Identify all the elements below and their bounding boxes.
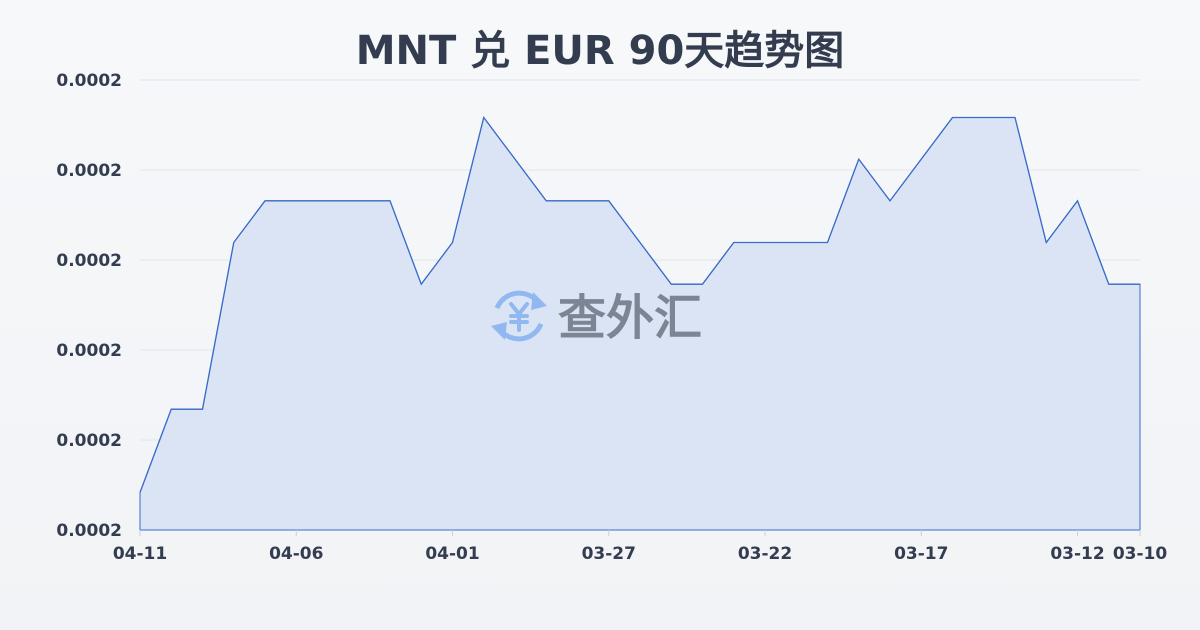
watermark-text: 查外汇 <box>558 290 702 346</box>
y-tick-label: 0.0002 <box>56 521 122 541</box>
series-line <box>139 116 1140 493</box>
chart-title: MNT 兑 EUR 90天趋势图 <box>355 28 845 74</box>
x-tick-label: 03-27 <box>582 544 636 564</box>
y-tick-label: 0.0002 <box>56 341 122 361</box>
x-tick-label: 04-11 <box>113 544 167 564</box>
y-tick-label: 0.0002 <box>56 431 122 451</box>
x-tick-label: 03-12 <box>1050 544 1104 564</box>
x-tick-label: 03-17 <box>894 544 948 564</box>
x-tick-label: 03-10 <box>1113 544 1168 564</box>
yen-exchange-icon <box>491 290 547 342</box>
x-tick-label: 04-01 <box>425 544 479 564</box>
y-tick-label: 0.0002 <box>56 251 122 271</box>
watermark: 查外汇 <box>491 290 702 346</box>
x-tick-label: 03-22 <box>738 544 792 564</box>
y-tick-label: 0.0002 <box>56 71 122 91</box>
x-tick-label: 04-06 <box>269 544 323 564</box>
y-tick-label: 0.0002 <box>56 161 122 181</box>
